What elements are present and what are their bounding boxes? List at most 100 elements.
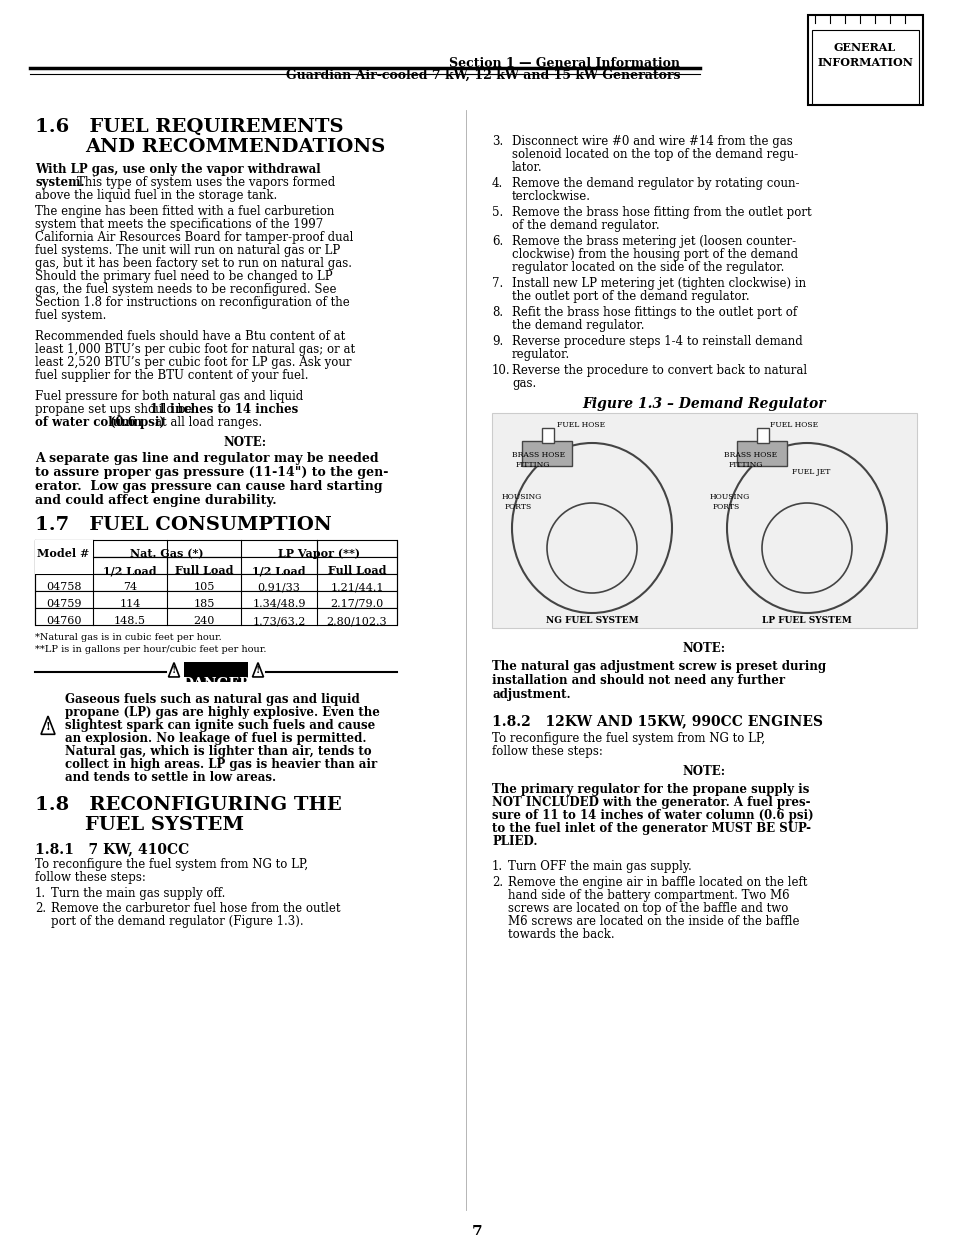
Text: clockwise) from the housing port of the demand: clockwise) from the housing port of the …: [512, 248, 798, 261]
Text: 185: 185: [193, 599, 214, 609]
Text: FITTING: FITTING: [728, 461, 762, 469]
Bar: [35, 557, 396, 574]
Text: gas, but it has been factory set to run on natural gas.: gas, but it has been factory set to run …: [35, 257, 352, 270]
Text: 2.: 2.: [35, 902, 46, 915]
Text: 8.: 8.: [492, 306, 502, 319]
Text: 1.: 1.: [35, 887, 46, 900]
Text: Section 1.8 for instructions on reconfiguration of the: Section 1.8 for instructions on reconfig…: [35, 296, 350, 309]
Text: Disconnect wire #0 and wire #14 from the gas: Disconnect wire #0 and wire #14 from the…: [512, 135, 792, 148]
Text: Remove the brass hose fitting from the outlet port: Remove the brass hose fitting from the o…: [512, 206, 811, 219]
Text: NG FUEL SYSTEM: NG FUEL SYSTEM: [545, 616, 638, 625]
Text: The engine has been fitted with a fuel carburetion: The engine has been fitted with a fuel c…: [35, 205, 334, 219]
Text: the demand regulator.: the demand regulator.: [512, 319, 644, 332]
Text: 6.: 6.: [492, 235, 503, 248]
Text: 1.8.1   7 KW, 410CC: 1.8.1 7 KW, 410CC: [35, 842, 189, 856]
Text: Gaseous fuels such as natural gas and liquid: Gaseous fuels such as natural gas and li…: [65, 693, 359, 706]
Text: Section 1 — General Information: Section 1 — General Information: [449, 57, 679, 70]
Bar: [35, 540, 396, 557]
Text: port of the demand regulator (Figure 1.3).: port of the demand regulator (Figure 1.3…: [51, 915, 303, 927]
Text: HOUSING: HOUSING: [709, 493, 749, 501]
Text: 2.80/102.3: 2.80/102.3: [326, 616, 387, 626]
Text: Remove the brass metering jet (loosen counter-: Remove the brass metering jet (loosen co…: [512, 235, 796, 248]
Text: Figure 1.3 – Demand Regulator: Figure 1.3 – Demand Regulator: [582, 396, 825, 411]
Text: BRASS HOSE: BRASS HOSE: [723, 451, 777, 459]
Text: Remove the carburetor fuel hose from the outlet: Remove the carburetor fuel hose from the…: [51, 902, 340, 915]
Text: Natural gas, which is lighter than air, tends to: Natural gas, which is lighter than air, …: [65, 745, 372, 758]
Text: 11 inches to 14 inches: 11 inches to 14 inches: [150, 403, 298, 416]
Text: regulator.: regulator.: [512, 348, 570, 361]
Bar: [757, 429, 768, 443]
Text: follow these steps:: follow these steps:: [35, 871, 146, 884]
Text: Refit the brass hose fittings to the outlet port of: Refit the brass hose fittings to the out…: [512, 306, 797, 319]
Text: fuel systems. The unit will run on natural gas or LP: fuel systems. The unit will run on natur…: [35, 245, 340, 257]
Text: of the demand regulator.: of the demand regulator.: [512, 219, 659, 232]
Text: !: !: [46, 721, 51, 732]
Text: 0.91/33: 0.91/33: [257, 582, 300, 592]
Text: Model #: Model #: [37, 548, 90, 559]
Text: 10.: 10.: [492, 364, 510, 377]
Text: Turn the main gas supply off.: Turn the main gas supply off.: [51, 887, 225, 900]
Text: BRASS HOSE: BRASS HOSE: [512, 451, 564, 459]
Text: A separate gas line and regulator may be needed: A separate gas line and regulator may be…: [35, 452, 378, 466]
Text: Install new LP metering jet (tighten clockwise) in: Install new LP metering jet (tighten clo…: [512, 277, 805, 290]
Text: 7: 7: [471, 1225, 482, 1235]
Bar: [737, 441, 786, 466]
Text: towards the back.: towards the back.: [507, 927, 614, 941]
Bar: [184, 662, 248, 682]
Text: least 2,520 BTU’s per cubic foot for LP gas. Ask your: least 2,520 BTU’s per cubic foot for LP …: [35, 356, 351, 369]
Bar: [811, 30, 918, 104]
Text: The primary regulator for the propane supply is: The primary regulator for the propane su…: [492, 783, 808, 797]
Text: INFORMATION: INFORMATION: [816, 57, 912, 68]
Text: (0.6 psi): (0.6 psi): [110, 416, 165, 429]
Text: 1.7   FUEL CONSUMPTION: 1.7 FUEL CONSUMPTION: [35, 516, 332, 534]
Text: 1.34/48.9: 1.34/48.9: [252, 599, 305, 609]
Bar: [492, 412, 916, 629]
Text: Reverse the procedure to convert back to natural: Reverse the procedure to convert back to…: [512, 364, 806, 377]
Text: system that meets the specifications of the 1997: system that meets the specifications of …: [35, 219, 323, 231]
Text: terclockwise.: terclockwise.: [512, 190, 590, 203]
Text: AND RECOMMENDATIONS: AND RECOMMENDATIONS: [85, 138, 385, 156]
Text: 2.17/79.0: 2.17/79.0: [330, 599, 383, 609]
Text: least 1,000 BTU’s per cubic foot for natural gas; or at: least 1,000 BTU’s per cubic foot for nat…: [35, 343, 355, 356]
Text: 4.: 4.: [492, 177, 503, 190]
Text: DANGER: DANGER: [181, 677, 251, 692]
Text: 1.8   RECONFIGURING THE: 1.8 RECONFIGURING THE: [35, 797, 341, 814]
Text: Reverse procedure steps 1-4 to reinstall demand: Reverse procedure steps 1-4 to reinstall…: [512, 335, 801, 348]
Text: NOTE:: NOTE:: [682, 764, 725, 778]
Text: FUEL JET: FUEL JET: [791, 468, 829, 475]
Text: above the liquid fuel in the storage tank.: above the liquid fuel in the storage tan…: [35, 189, 277, 203]
Text: Remove the demand regulator by rotating coun-: Remove the demand regulator by rotating …: [512, 177, 799, 190]
Text: NOT INCLUDED with the generator. A fuel pres-: NOT INCLUDED with the generator. A fuel …: [492, 797, 810, 809]
Text: 1/2 Load: 1/2 Load: [103, 564, 156, 576]
Text: lator.: lator.: [512, 161, 542, 174]
Text: PORTS: PORTS: [712, 503, 740, 511]
Text: to assure proper gas pressure (11-14") to the gen-: to assure proper gas pressure (11-14") t…: [35, 466, 388, 479]
Text: fuel system.: fuel system.: [35, 309, 107, 322]
Text: erator.  Low gas pressure can cause hard starting: erator. Low gas pressure can cause hard …: [35, 480, 382, 493]
Text: regulator located on the side of the regulator.: regulator located on the side of the reg…: [512, 261, 783, 274]
Text: 74: 74: [123, 582, 137, 592]
Text: propane set ups should be: propane set ups should be: [35, 403, 195, 416]
Text: LP Vapor (**): LP Vapor (**): [277, 548, 359, 559]
Text: Full Load: Full Load: [174, 564, 233, 576]
Text: 04760: 04760: [46, 616, 82, 626]
Text: 1.8.2   12KW AND 15KW, 990CC ENGINES: 1.8.2 12KW AND 15KW, 990CC ENGINES: [492, 714, 822, 727]
Text: screws are located on top of the baffle and two: screws are located on top of the baffle …: [507, 902, 787, 915]
Text: gas.: gas.: [512, 377, 536, 390]
Text: The natural gas adjustment screw is preset during: The natural gas adjustment screw is pres…: [492, 659, 825, 673]
Text: 105: 105: [193, 582, 214, 592]
Text: 1.: 1.: [492, 860, 502, 873]
Text: !: !: [172, 666, 176, 676]
Bar: [541, 429, 554, 443]
Text: FUEL HOSE: FUEL HOSE: [557, 421, 604, 429]
Text: California Air Resources Board for tamper-proof dual: California Air Resources Board for tampe…: [35, 231, 353, 245]
Text: LP FUEL SYSTEM: LP FUEL SYSTEM: [761, 616, 851, 625]
Text: Should the primary fuel need to be changed to LP: Should the primary fuel need to be chang…: [35, 270, 333, 283]
Text: solenoid located on the top of the demand regu-: solenoid located on the top of the deman…: [512, 148, 798, 161]
Text: adjustment.: adjustment.: [492, 688, 570, 701]
Text: follow these steps:: follow these steps:: [492, 745, 602, 758]
Text: 148.5: 148.5: [113, 616, 146, 626]
Text: of water column: of water column: [35, 416, 142, 429]
Text: Nat. Gas (*): Nat. Gas (*): [131, 548, 204, 559]
Text: gas, the fuel system needs to be reconfigured. See: gas, the fuel system needs to be reconfi…: [35, 283, 336, 296]
